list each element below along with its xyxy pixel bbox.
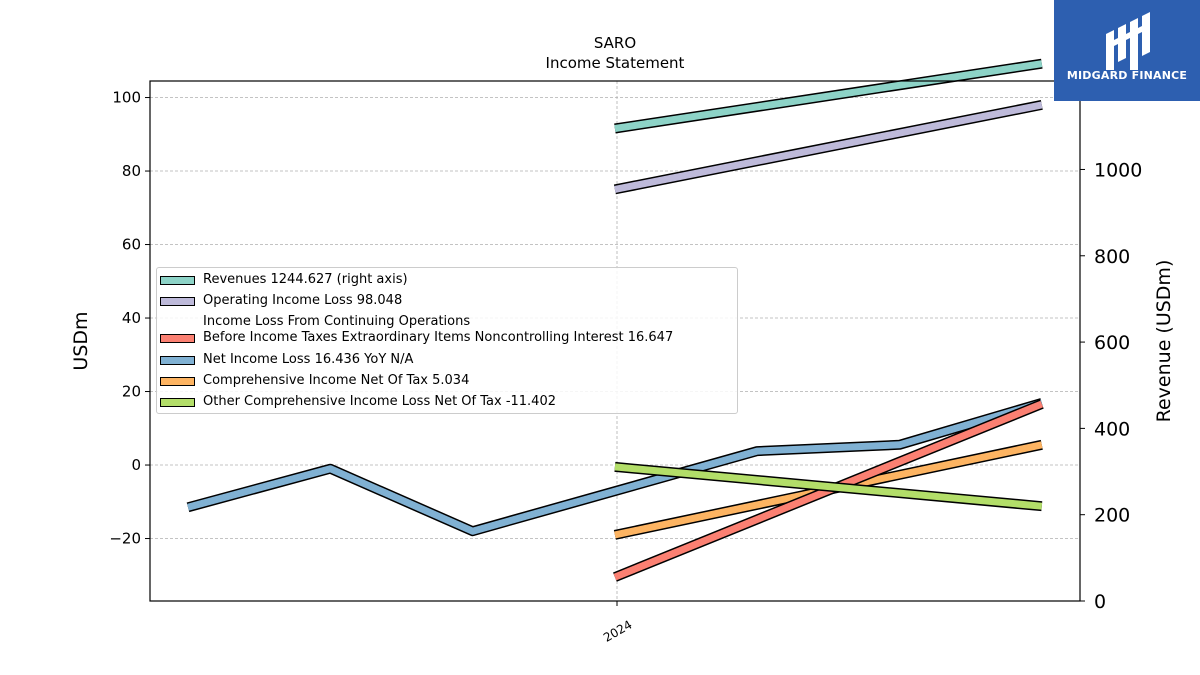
legend-label-line: Comprehensive Income Net Of Tax 5.034: [203, 373, 470, 388]
y-tick-label: 40: [122, 309, 141, 327]
y-tick-label: 80: [122, 162, 141, 180]
series-line: [187, 399, 1043, 535]
legend-swatch: [160, 276, 195, 285]
y-right-tick-label: 800: [1094, 246, 1130, 268]
legend-label: Operating Income Loss 98.048: [203, 293, 402, 309]
legend-swatch: [160, 334, 195, 343]
legend-label: Comprehensive Income Net Of Tax 5.034: [203, 373, 469, 389]
legend-label-line: Net Income Loss 16.436 YoY N/A: [203, 352, 414, 367]
legend-label-line: Revenues 1244.627 (right axis): [203, 272, 408, 287]
series-revenues: [614, 58, 1043, 134]
y-right-tick-label: 1000: [1094, 159, 1142, 181]
series-other-comprehensive-income-loss-net-of-tax: [614, 461, 1043, 512]
chart-subtitle: Income Statement: [546, 54, 685, 72]
legend-label-line: Operating Income Loss 98.048: [203, 293, 403, 308]
y-tick-label: 0: [131, 456, 141, 474]
series-line: [614, 60, 1043, 132]
legend-label: Revenues 1244.627 (right axis): [203, 272, 408, 288]
y-right-tick-label: 200: [1094, 505, 1130, 527]
y-right-tick-label: 0: [1094, 591, 1106, 613]
legend-swatch: [160, 398, 195, 407]
y-tick-label: −20: [109, 530, 141, 548]
legend-label-line: Before Income Taxes Extraordinary Items …: [203, 330, 674, 345]
legend-label: Income Loss From Continuing Operations Be…: [203, 314, 673, 346]
y-right-axis-label: Revenue (USDm): [1153, 260, 1175, 423]
series-net-income-loss: [186, 398, 1044, 537]
y-tick-label: 100: [112, 89, 141, 107]
legend-swatch: [160, 297, 195, 306]
legend-label-line: Income Loss From Continuing Operations: [203, 314, 471, 329]
y-tick-label: 60: [122, 236, 141, 254]
legend-swatch: [160, 356, 195, 365]
legend-label: Other Comprehensive Income Loss Net Of T…: [203, 394, 556, 410]
chart-legend: Revenues 1244.627 (right axis) Operating …: [156, 267, 738, 414]
midgard-logo-icon: [1106, 12, 1150, 70]
midgard-finance-logo: MIDGARD FINANCE: [1054, 0, 1200, 101]
legend-label: Net Income Loss 16.436 YoY N/A: [203, 352, 413, 368]
y-right-tick-label: 400: [1094, 418, 1130, 440]
y-tick-label: 20: [122, 383, 141, 401]
chart-title: SARO: [594, 34, 636, 52]
y-right-tick-label: 600: [1094, 332, 1130, 354]
legend-label-line: Other Comprehensive Income Loss Net Of T…: [203, 394, 556, 409]
x-tick-label: 2024: [601, 617, 634, 644]
series-line: [614, 101, 1043, 193]
plot-frame: [149, 80, 1081, 602]
brand-name: MIDGARD FINANCE: [1066, 69, 1188, 82]
y-axis-label: USDm: [70, 311, 92, 370]
legend-swatch: [160, 377, 195, 386]
series-line: [614, 463, 1043, 510]
series-operating-income-loss: [613, 99, 1043, 195]
